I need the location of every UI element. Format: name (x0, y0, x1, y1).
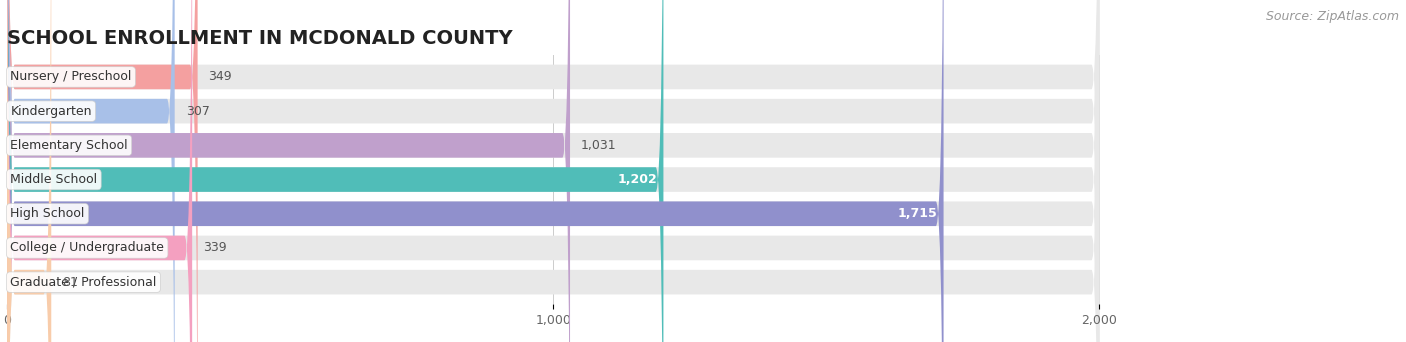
FancyBboxPatch shape (7, 0, 1099, 342)
Text: 1,202: 1,202 (617, 173, 657, 186)
Text: College / Undergraduate: College / Undergraduate (10, 241, 165, 254)
Text: Nursery / Preschool: Nursery / Preschool (10, 70, 132, 83)
FancyBboxPatch shape (7, 0, 1099, 342)
Text: Middle School: Middle School (10, 173, 97, 186)
FancyBboxPatch shape (7, 0, 1099, 342)
Text: Elementary School: Elementary School (10, 139, 128, 152)
FancyBboxPatch shape (7, 0, 198, 342)
Text: 1,715: 1,715 (897, 207, 936, 220)
Text: Graduate / Professional: Graduate / Professional (10, 276, 156, 289)
FancyBboxPatch shape (7, 0, 174, 342)
Text: Kindergarten: Kindergarten (10, 105, 91, 118)
FancyBboxPatch shape (7, 0, 943, 342)
Text: High School: High School (10, 207, 84, 220)
Text: Source: ZipAtlas.com: Source: ZipAtlas.com (1265, 10, 1399, 23)
Text: 339: 339 (202, 241, 226, 254)
Text: SCHOOL ENROLLMENT IN MCDONALD COUNTY: SCHOOL ENROLLMENT IN MCDONALD COUNTY (7, 29, 513, 48)
FancyBboxPatch shape (7, 0, 1099, 342)
Text: 349: 349 (208, 70, 232, 83)
FancyBboxPatch shape (7, 0, 664, 342)
FancyBboxPatch shape (7, 0, 1099, 342)
Text: 1,031: 1,031 (581, 139, 617, 152)
Text: 81: 81 (62, 276, 79, 289)
Text: 307: 307 (186, 105, 209, 118)
FancyBboxPatch shape (7, 0, 51, 342)
FancyBboxPatch shape (7, 0, 193, 342)
FancyBboxPatch shape (7, 0, 1099, 342)
FancyBboxPatch shape (7, 0, 569, 342)
FancyBboxPatch shape (7, 0, 1099, 342)
